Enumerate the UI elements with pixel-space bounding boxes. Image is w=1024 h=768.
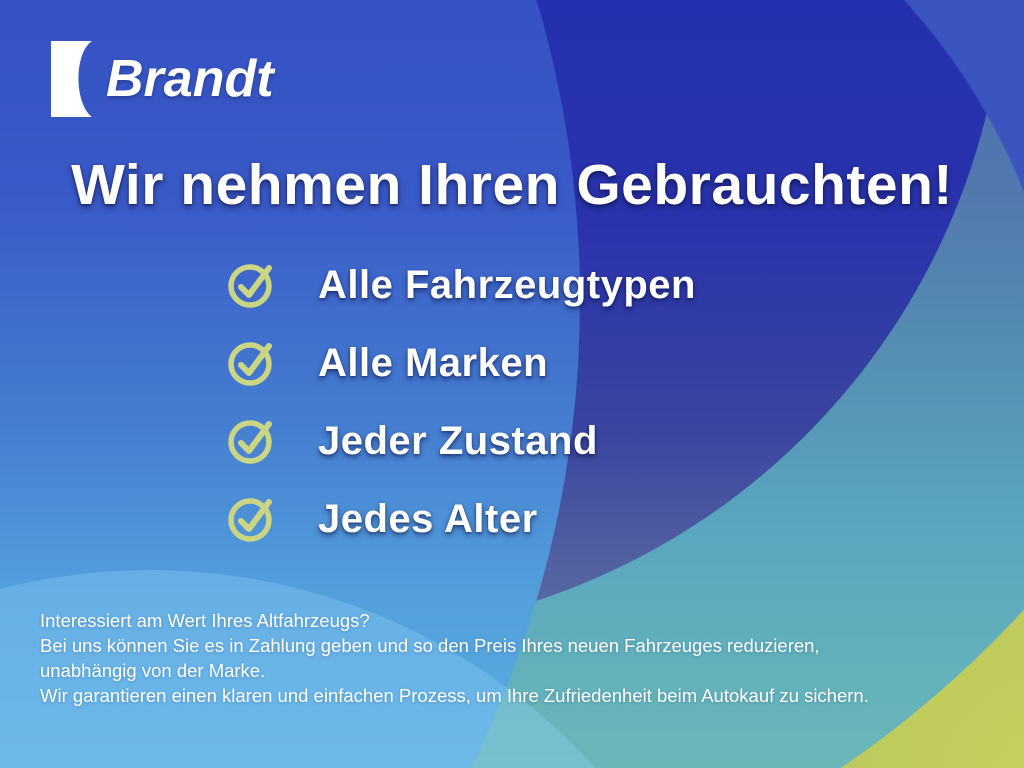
benefit-item: Jeder Zustand: [228, 418, 696, 464]
benefits-list: Alle Fahrzeugtypen Alle Marken Jeder Zus…: [228, 262, 696, 542]
benefit-item: Alle Marken: [228, 340, 696, 386]
background-top-right-band: [854, 0, 1024, 285]
brandt-bracket-logo-icon: [50, 40, 96, 123]
brand-logo: Brandt: [50, 40, 274, 123]
check-circle-icon: [228, 420, 272, 464]
footer-line: Bei uns können Sie es in Zahlung geben u…: [40, 635, 820, 656]
footer-line: unabhängig von der Marke.: [40, 660, 266, 681]
benefit-label: Jeder Zustand: [318, 418, 598, 463]
check-circle-icon: [228, 342, 272, 386]
benefit-item: Jedes Alter: [228, 496, 696, 542]
check-circle-icon: [228, 264, 272, 308]
footer-line: Interessiert am Wert Ihres Altfahrzeugs?: [40, 610, 370, 631]
benefit-label: Alle Fahrzeugtypen: [318, 262, 696, 307]
check-circle-icon: [228, 498, 272, 542]
brand-name: Brandt: [106, 49, 274, 108]
benefit-label: Alle Marken: [318, 340, 549, 385]
benefit-item: Alle Fahrzeugtypen: [228, 262, 696, 308]
background-left-blue-circle: [0, 0, 580, 768]
headline: Wir nehmen Ihren Gebrauchten!: [71, 153, 953, 217]
footer-text: Interessiert am Wert Ihres Altfahrzeugs?…: [40, 608, 960, 708]
footer-line: Wir garantieren einen klaren und einfach…: [40, 685, 869, 706]
benefit-label: Jedes Alter: [318, 496, 538, 541]
